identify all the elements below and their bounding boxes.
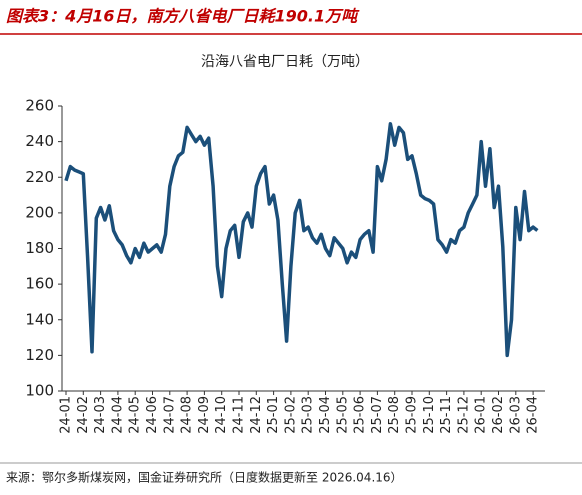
x-tick-label: 24-09 bbox=[197, 396, 212, 434]
chart-title: 沿海八省电厂日耗（万吨） bbox=[201, 54, 369, 70]
y-tick-label: 220 bbox=[25, 168, 54, 186]
x-tick-label: 25-06 bbox=[353, 396, 368, 434]
x-tick-label: 24-07 bbox=[162, 396, 177, 434]
source: 来源：鄂尔多斯煤炭网，国金证券研究所（日度数据更新至 2026.04.16） bbox=[6, 470, 403, 485]
x-tick-label: 25-01 bbox=[266, 396, 281, 434]
x-tick-label: 24-02 bbox=[76, 396, 91, 434]
x-tick-label: 25-11 bbox=[439, 396, 454, 434]
y-tick-label: 200 bbox=[25, 203, 54, 221]
y-tick-label: 260 bbox=[25, 97, 54, 115]
y-tick-label: 160 bbox=[25, 275, 54, 293]
x-tick-label: 25-02 bbox=[283, 396, 298, 434]
data-line bbox=[64, 122, 539, 358]
x-tick-label: 25-05 bbox=[335, 396, 350, 434]
x-tick-label: 24-11 bbox=[232, 396, 247, 434]
y-tick-label: 180 bbox=[25, 239, 54, 257]
y-tick-label: 120 bbox=[25, 346, 54, 364]
x-tick-label: 26-03 bbox=[508, 396, 523, 434]
x-tick-label: 24-03 bbox=[93, 396, 108, 434]
x-tick-label: 26-02 bbox=[491, 396, 506, 434]
x-tick-label: 25-12 bbox=[456, 396, 471, 434]
x-tick-label: 25-04 bbox=[318, 396, 333, 434]
y-tick-label: 100 bbox=[25, 382, 54, 400]
x-tick-label: 25-07 bbox=[370, 396, 385, 434]
x-tick-label: 25-10 bbox=[422, 396, 437, 434]
x-tick-label: 26-01 bbox=[474, 396, 489, 434]
x-tick-label: 25-09 bbox=[405, 396, 420, 434]
x-tick-label: 24-10 bbox=[214, 396, 229, 434]
x-tick-label: 24-04 bbox=[110, 396, 125, 434]
y-tick-label: 140 bbox=[25, 310, 54, 328]
header-title: 图表3：4月16日，南方八省电厂日耗190.1万吨 bbox=[6, 7, 360, 26]
x-tick-label: 24-12 bbox=[249, 396, 264, 434]
x-tick-label: 25-03 bbox=[301, 396, 316, 434]
x-tick-label: 26-04 bbox=[526, 396, 541, 434]
x-tick-label: 24-06 bbox=[145, 396, 160, 434]
x-tick-label: 24-01 bbox=[59, 396, 74, 434]
y-tick-label: 240 bbox=[25, 132, 54, 150]
x-tick-label: 24-05 bbox=[128, 396, 143, 434]
x-tick-label: 24-08 bbox=[180, 396, 195, 434]
x-tick-label: 25-08 bbox=[387, 396, 402, 434]
